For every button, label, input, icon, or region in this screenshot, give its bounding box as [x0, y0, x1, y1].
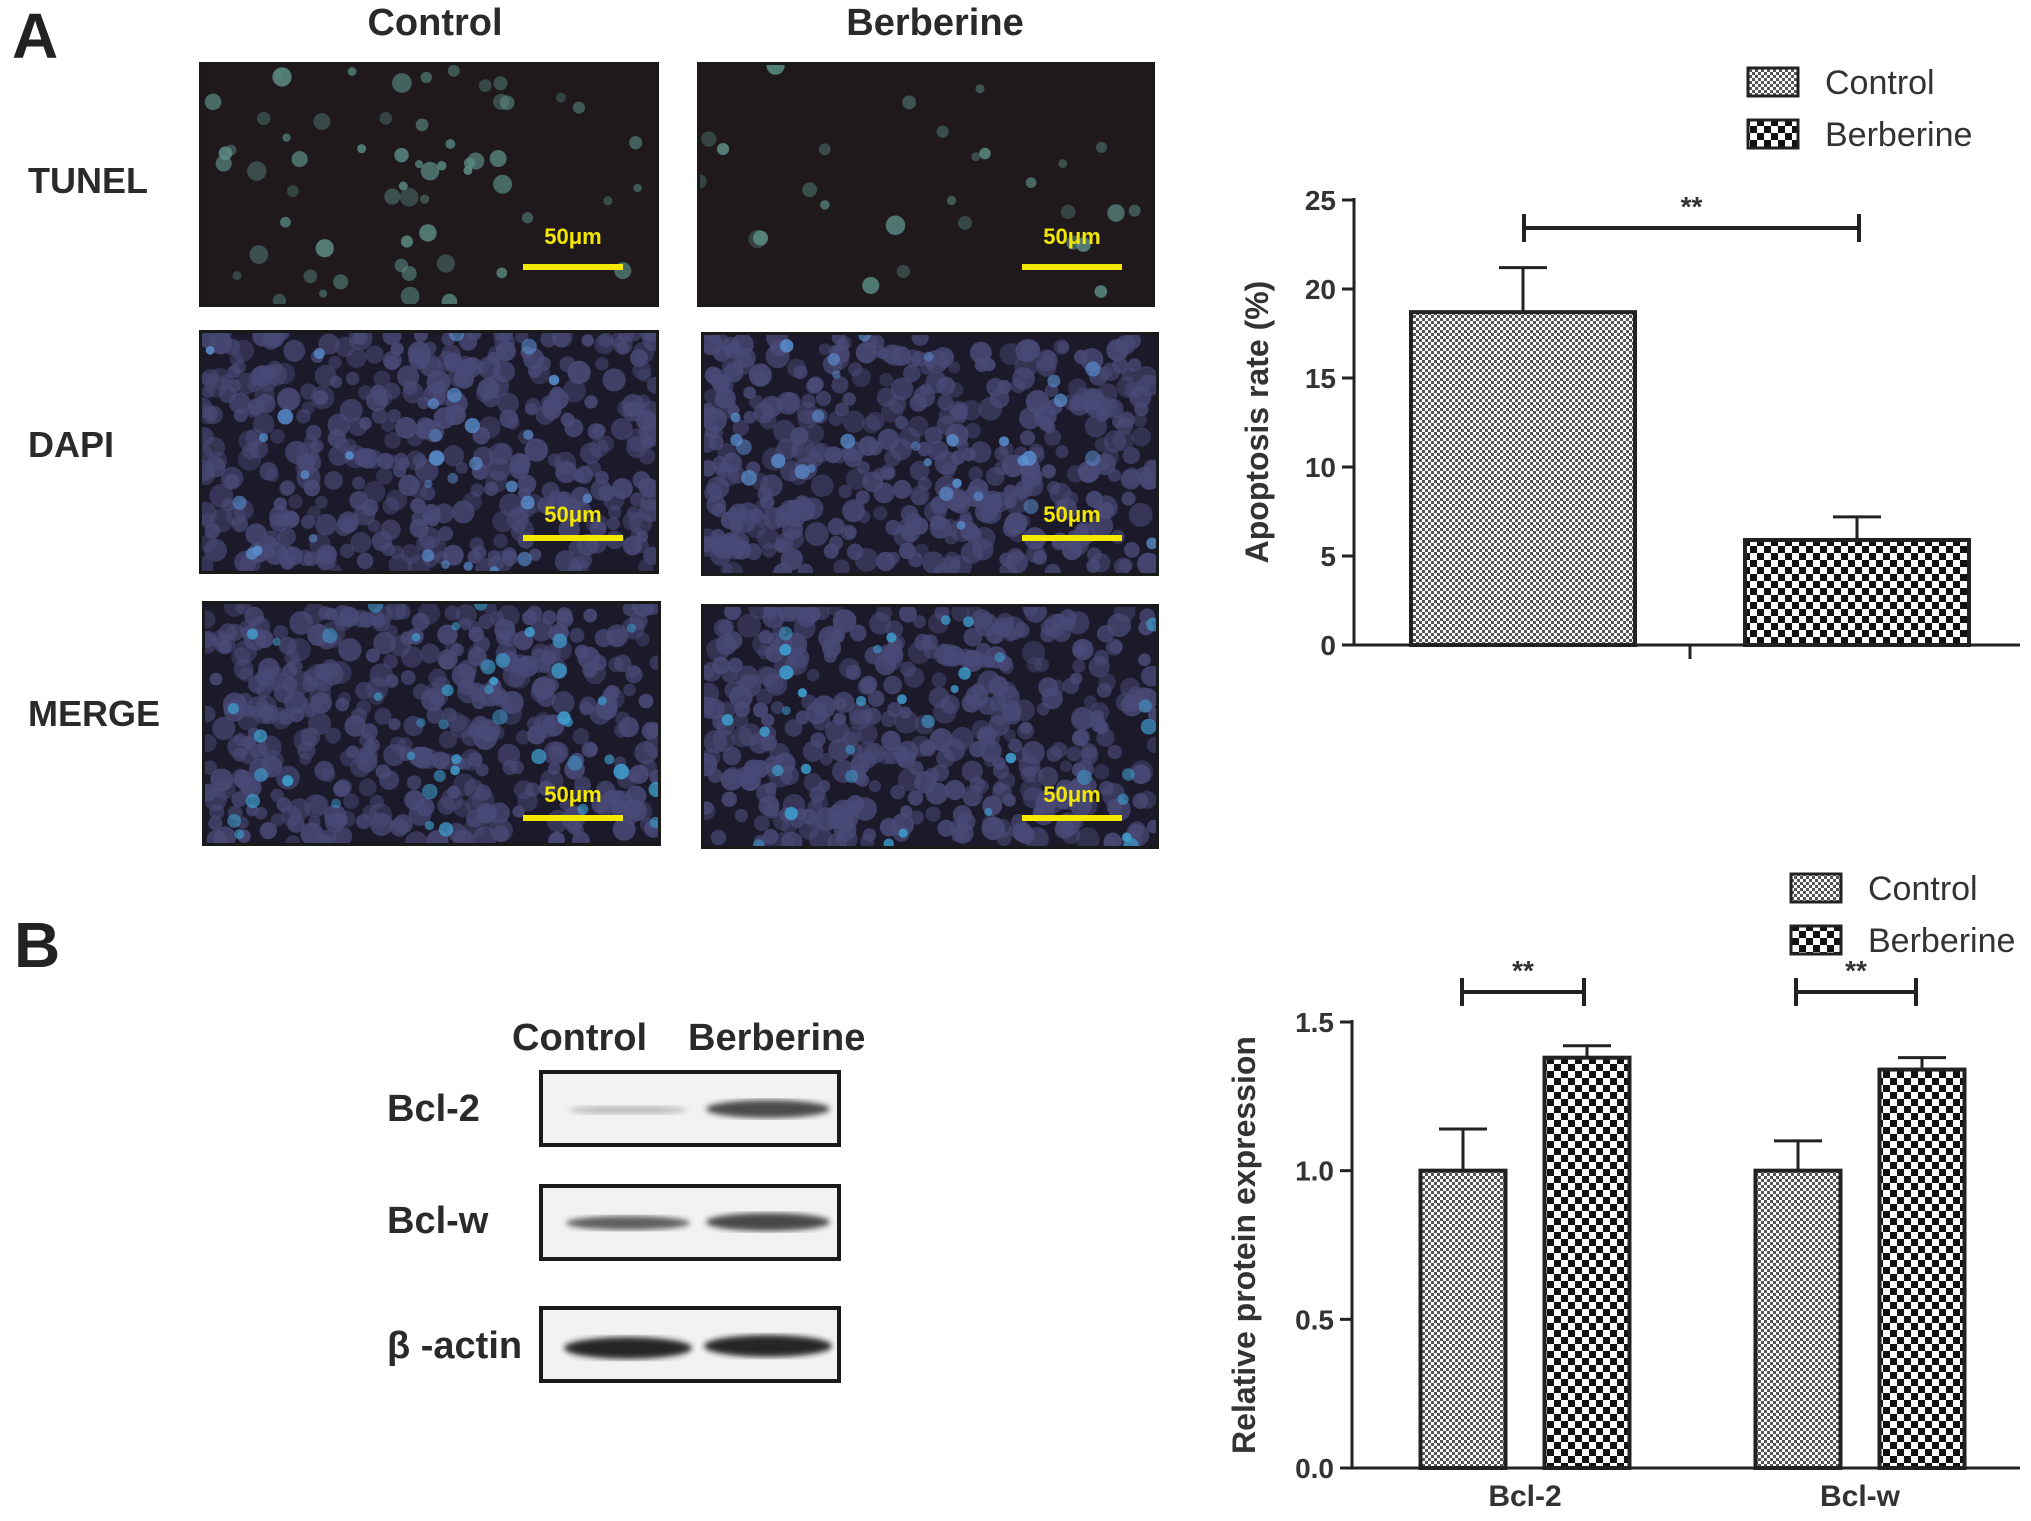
blot-header-berberine: Berberine [688, 1017, 866, 1059]
y-tick-label: 1.5 [1295, 1007, 1334, 1038]
dapi-control-image [199, 330, 659, 574]
merge-control-image [202, 601, 661, 846]
band-bclw-berberine [706, 1213, 830, 1231]
blot-bclw [539, 1184, 841, 1261]
blot-bcl2 [539, 1070, 841, 1147]
y-tick-label: 25 [1305, 185, 1336, 216]
bar-control [1418, 1168, 1508, 1470]
legend-label: Berberine [1868, 922, 2015, 960]
legend-label: Control [1825, 64, 1935, 102]
legend-swatch [1746, 118, 1800, 150]
y-tick-label: 0 [1320, 630, 1336, 661]
y-axis-label: Relative protein expression [1226, 1036, 1262, 1454]
band-bcl2-berberine [706, 1100, 830, 1118]
scale-bar [1022, 535, 1122, 541]
scale-label: 50μm [544, 782, 602, 807]
legend-label: Berberine [1825, 116, 1972, 154]
row-label-tunel: TUNEL [28, 160, 148, 201]
x-tick-label: Bcl-w [1820, 1480, 1901, 1513]
y-tick-label: 20 [1305, 274, 1336, 305]
col-header-control: Control [367, 2, 503, 44]
apoptosis-chart: 0 5 10 15 20 25 Apoptosis rate (%) ** Control Ber… [1239, 64, 2020, 661]
significance-label: ** [1681, 191, 1703, 222]
y-tick-label: 5 [1320, 541, 1336, 572]
blot-bands [568, 1100, 830, 1118]
significance-label: ** [1512, 955, 1534, 986]
bar-berberine [1877, 1067, 1967, 1471]
band-bclw-control [566, 1216, 690, 1230]
scale-label: 50μm [1043, 782, 1101, 807]
y-tick-label: 0.5 [1295, 1304, 1334, 1335]
tunel-control-image [199, 62, 659, 307]
bar-berberine [1743, 537, 1971, 647]
legend-swatch [1789, 872, 1843, 904]
bar-control [1753, 1168, 1843, 1470]
blot-bands [564, 1335, 832, 1359]
blot-header-control: Control [512, 1017, 648, 1059]
x-tick-label: Bcl-2 [1488, 1480, 1561, 1513]
protein-expression-chart: 0.0 0.5 1.0 1.5 Relative protein expression B… [1226, 870, 2020, 1513]
blot-bands [566, 1213, 830, 1231]
band-bcl2-control [568, 1106, 688, 1114]
blot-beta-actin [539, 1306, 841, 1383]
scale-label: 50μm [544, 502, 602, 527]
micrograph-texture [205, 604, 658, 843]
legend-label: Control [1868, 870, 1978, 908]
row-label-dapi: DAPI [28, 424, 115, 465]
y-tick-label: 10 [1305, 452, 1336, 483]
micrograph-texture [202, 65, 656, 304]
blot-label-bclw: Bcl-w [387, 1200, 489, 1242]
legend-swatch [1746, 66, 1800, 98]
scale-label: 50μm [1043, 502, 1101, 527]
scale-label: 50μm [1043, 224, 1101, 249]
panel-a-letter: A [12, 0, 59, 72]
y-axis-label: Apoptosis rate (%) [1239, 281, 1275, 564]
y-tick-label: 15 [1305, 363, 1336, 394]
blot-label-bcl2: Bcl-2 [387, 1088, 480, 1130]
micrograph-texture [704, 335, 1156, 573]
micrograph-texture [202, 333, 656, 571]
dapi-berberine-image [701, 332, 1159, 576]
blot-label-beta-actin: β -actin [387, 1325, 523, 1367]
band-actin-berberine [704, 1335, 832, 1357]
scale-label: 50μm [544, 224, 602, 249]
panel-b-letter: B [14, 909, 61, 981]
bar-control [1409, 310, 1637, 647]
row-label-merge: MERGE [28, 693, 161, 734]
legend-swatch [1789, 924, 1843, 956]
y-tick-label: 0.0 [1295, 1453, 1334, 1484]
band-actin-control [564, 1337, 692, 1359]
scale-bar [523, 535, 623, 541]
scale-bar [1022, 815, 1122, 821]
scale-bar [523, 264, 623, 270]
col-header-berberine: Berberine [846, 2, 1024, 44]
bar-berberine [1542, 1055, 1632, 1471]
significance-label: ** [1845, 955, 1867, 986]
y-tick-label: 1.0 [1295, 1156, 1334, 1187]
scale-bar [1022, 264, 1122, 270]
scale-bar [523, 815, 623, 821]
